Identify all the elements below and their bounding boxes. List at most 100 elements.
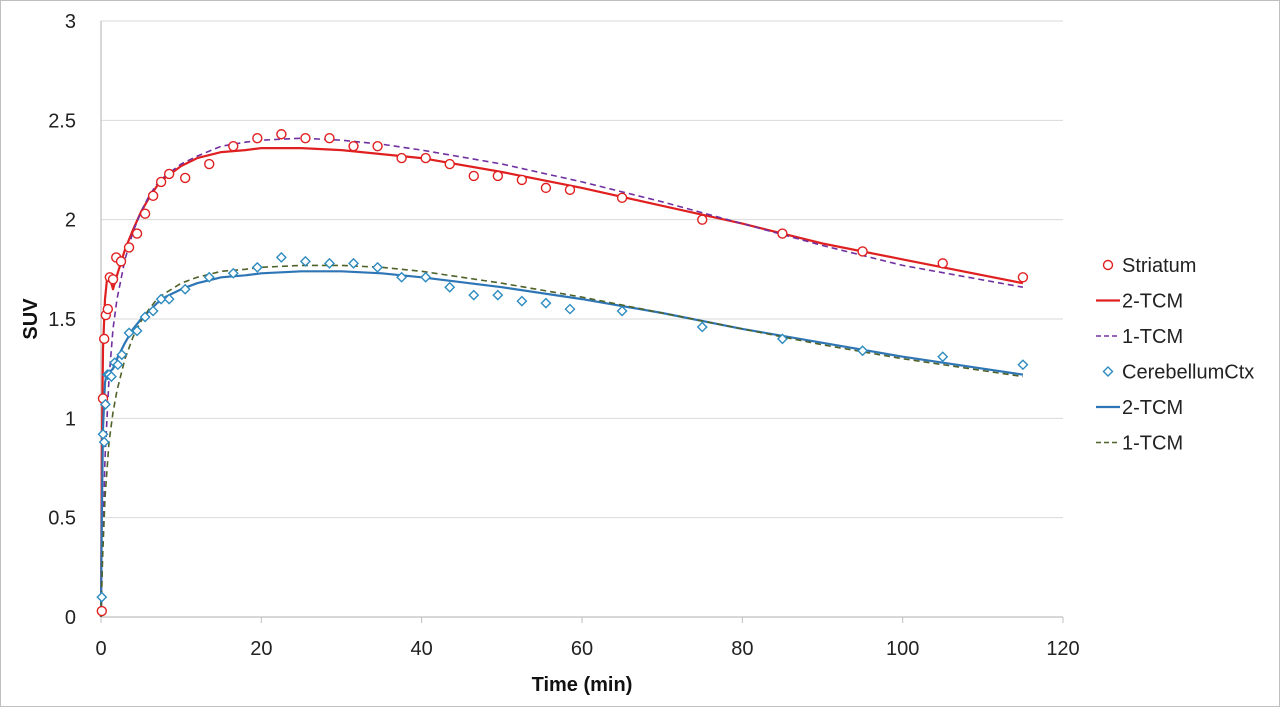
x-tick-label: 20 — [250, 638, 272, 660]
legend-label: 1-TCM — [1122, 433, 1183, 455]
y-tick-label: 1.5 — [48, 309, 76, 331]
data-point-cerebellumctx — [857, 345, 869, 357]
legend: Striatum 2-TCM 1-TCM CerebellumCtx 2-TCM 1-TC… — [1096, 255, 1254, 455]
y-tick-label: 3 — [65, 11, 76, 33]
y-tick-label: 2.5 — [48, 110, 76, 132]
plot-area — [96, 129, 1029, 618]
data-point-cerebellumctx — [155, 293, 167, 305]
data-point-cerebellumctx — [776, 333, 788, 345]
data-point-cerebellumctx — [123, 327, 135, 339]
data-point-cerebellumctx — [275, 251, 287, 263]
x-tick-label: 80 — [731, 638, 753, 660]
gridlines — [101, 20, 1063, 519]
data-point-striatum — [372, 140, 383, 152]
data-point-striatum — [468, 170, 479, 182]
data-point-cerebellumctx — [99, 398, 111, 410]
data-point-cerebellumctx — [564, 303, 576, 315]
data-point-cerebellumctx — [937, 351, 949, 363]
legend-entry: 2-TCM — [1096, 291, 1183, 313]
data-point-cerebellumctx — [492, 289, 504, 301]
data-point-striatum — [96, 605, 108, 617]
data-point-striatum — [348, 140, 359, 152]
data-point-striatum — [697, 214, 708, 225]
legend-label: 2-TCM — [1122, 397, 1183, 419]
data-point-cerebellumctx — [147, 305, 159, 317]
data-point-striatum — [123, 242, 135, 253]
data-point-striatum — [228, 140, 239, 152]
x-tick-label: 0 — [95, 638, 106, 660]
data-point-cerebellumctx — [163, 293, 175, 305]
data-point-striatum — [396, 152, 407, 164]
data-point-striatum — [564, 184, 576, 196]
data-point-cerebellumctx — [396, 271, 408, 283]
data-point-striatum — [99, 333, 110, 345]
data-point-cerebellumctx — [616, 305, 628, 317]
x-tick-label: 100 — [886, 638, 919, 660]
data-point-cerebellumctx — [516, 295, 528, 307]
data-point-cerebellumctx — [227, 267, 239, 279]
legend-entry: CerebellumCtx — [1102, 362, 1254, 384]
legend-entry: Striatum — [1102, 255, 1196, 277]
data-point-striatum — [204, 158, 215, 170]
legend-marker-diamond — [1102, 366, 1114, 377]
data-point-striatum — [139, 208, 151, 219]
data-point-striatum — [857, 246, 868, 257]
data-point-striatum — [147, 190, 159, 202]
data-point-cerebellumctx — [299, 255, 311, 267]
data-point-striatum — [492, 170, 504, 182]
data-point-cerebellumctx — [139, 311, 151, 323]
legend-label: Striatum — [1122, 255, 1196, 277]
series-line-2-tcm — [99, 270, 1024, 618]
data-point-cerebellumctx — [372, 261, 384, 273]
legend-label: 2-TCM — [1122, 291, 1183, 313]
data-point-striatum — [155, 176, 167, 188]
data-point-striatum — [252, 133, 263, 144]
y-tick-label: 1 — [65, 408, 76, 430]
data-point-striatum — [115, 256, 127, 267]
axes — [100, 21, 1064, 623]
data-point-cerebellumctx — [348, 257, 360, 269]
data-point-striatum — [163, 168, 175, 180]
data-point-cerebellumctx — [112, 359, 124, 371]
x-tick-label: 40 — [411, 638, 433, 660]
y-axis-title: SUV — [20, 298, 42, 340]
tick-labels: 0 0.5 1 1.5 2 2.5 3 0 20 40 60 80 100 120 — [48, 11, 1080, 660]
data-point-striatum — [540, 182, 552, 194]
legend-label: 1-TCM — [1122, 326, 1183, 348]
data-point-striatum — [516, 174, 528, 186]
data-point-striatum — [444, 158, 455, 170]
legend-entry: 1-TCM — [1096, 433, 1183, 455]
data-point-cerebellumctx — [98, 436, 110, 448]
y-tick-label: 0.5 — [48, 508, 76, 530]
series-line-1-tcm — [100, 137, 1024, 618]
data-point-striatum — [324, 133, 335, 144]
y-tick-label: 0 — [65, 607, 76, 629]
x-tick-label: 60 — [571, 638, 593, 660]
data-point-cerebellumctx — [696, 321, 708, 333]
data-point-cerebellumctx — [131, 325, 143, 337]
data-point-cerebellumctx — [323, 257, 335, 269]
y-tick-label: 2 — [65, 210, 76, 232]
legend-label: CerebellumCtx — [1122, 362, 1254, 384]
data-point-striatum — [937, 258, 948, 269]
data-point-striatum — [102, 303, 114, 315]
data-point-cerebellumctx — [251, 261, 263, 273]
data-point-striatum — [131, 228, 143, 239]
data-point-cerebellumctx — [420, 271, 432, 283]
series-line-2-tcm — [99, 147, 1024, 618]
data-point-striatum — [276, 129, 287, 140]
data-point-cerebellumctx — [444, 281, 456, 293]
data-point-striatum — [107, 274, 119, 285]
legend-entry: 1-TCM — [1096, 326, 1183, 348]
data-point-striatum — [300, 133, 311, 144]
legend-marker-circle — [1102, 259, 1114, 271]
data-point-striatum — [1017, 272, 1029, 283]
legend-entry: 2-TCM — [1096, 397, 1183, 419]
data-point-cerebellumctx — [203, 271, 215, 283]
data-point-striatum — [616, 192, 628, 204]
series-line-1-tcm — [100, 264, 1024, 618]
data-point-cerebellumctx — [96, 591, 108, 603]
data-point-cerebellumctx — [116, 349, 128, 361]
